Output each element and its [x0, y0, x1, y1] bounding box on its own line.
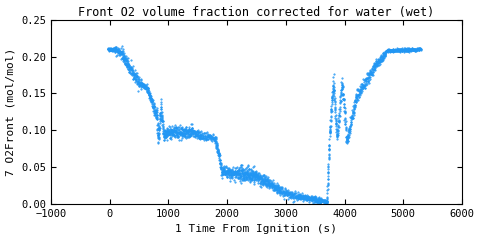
Title: Front O2 volume fraction corrected for water (wet): Front O2 volume fraction corrected for w…	[78, 6, 434, 18]
Y-axis label: 7 O2Front (mol/mol): 7 O2Front (mol/mol)	[6, 48, 15, 176]
X-axis label: 1 Time From Ignition (s): 1 Time From Ignition (s)	[176, 224, 337, 234]
